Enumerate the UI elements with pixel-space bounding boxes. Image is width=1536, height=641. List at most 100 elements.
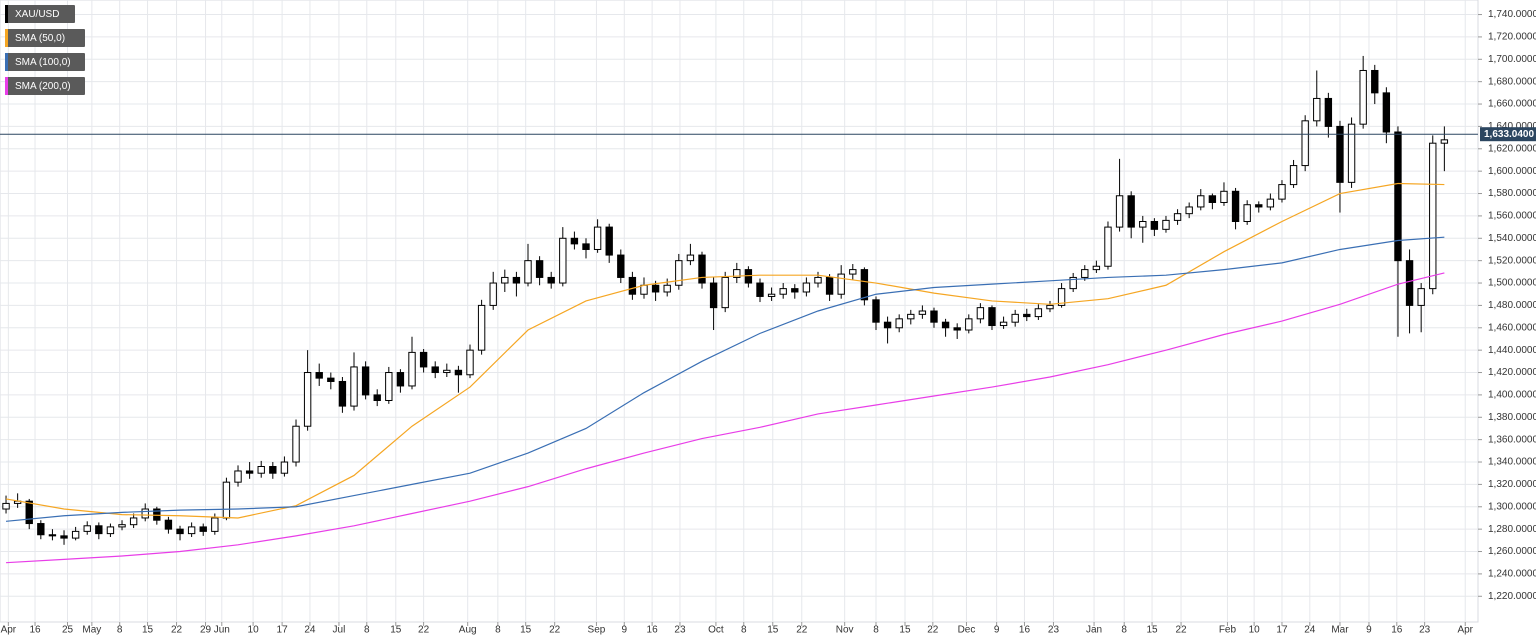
candle-body — [2, 502, 10, 510]
candle-body — [373, 394, 381, 401]
legend-box — [5, 53, 85, 71]
candle-body — [176, 528, 184, 535]
candle-body — [918, 310, 927, 315]
candle-body — [547, 276, 555, 284]
candle-body — [454, 369, 463, 376]
x-tick-label: Jun — [214, 625, 230, 636]
candle-body — [651, 284, 660, 293]
candle-body — [37, 523, 45, 536]
candle-body — [825, 276, 834, 295]
candle-body — [767, 293, 776, 297]
candle-body — [709, 282, 718, 309]
x-tick-label: 17 — [277, 625, 289, 636]
y-tick-label: 1,720.0000 — [1488, 32, 1536, 43]
candle-body — [1266, 198, 1275, 208]
candle-body — [849, 269, 857, 275]
candle-body — [860, 269, 869, 301]
x-tick-label: 16 — [647, 625, 659, 636]
candle-body — [292, 425, 300, 463]
candle-body — [1371, 69, 1379, 94]
candle-body — [791, 288, 799, 293]
candle-body — [872, 299, 880, 323]
candle-body — [1394, 131, 1402, 262]
candle-body — [1173, 213, 1182, 221]
candle-body — [350, 366, 358, 407]
x-tick-label: Apr — [1457, 625, 1473, 636]
candle-body — [222, 481, 231, 519]
candle-body — [199, 526, 207, 532]
candle-body — [1057, 288, 1066, 306]
y-tick-label: 1,600.0000 — [1488, 166, 1536, 177]
candle-body — [953, 327, 961, 331]
candle-body — [675, 260, 683, 286]
candle-body — [1243, 204, 1251, 223]
candle-body — [153, 508, 161, 521]
y-tick-label: 1,640.0000 — [1488, 121, 1536, 132]
y-tick-label: 1,540.0000 — [1488, 233, 1536, 244]
x-tick-label: 15 — [899, 625, 911, 636]
x-tick-label: 15 — [767, 625, 779, 636]
candle-body — [211, 517, 219, 532]
x-tick-label: 16 — [1019, 625, 1031, 636]
y-tick-label: 1,700.0000 — [1488, 54, 1536, 65]
x-tick-label: 17 — [1276, 625, 1288, 636]
candle-body — [721, 276, 729, 309]
candle-body — [327, 377, 335, 382]
candle-body — [431, 366, 439, 374]
candle-body — [280, 461, 289, 474]
candle-body — [1150, 221, 1159, 230]
y-tick-label: 1,740.0000 — [1488, 9, 1536, 20]
x-tick-label: Dec — [958, 625, 976, 636]
x-tick-label: 8 — [873, 625, 879, 636]
y-tick-label: 1,560.0000 — [1488, 211, 1536, 222]
candle-body — [489, 282, 497, 306]
legend-box — [5, 29, 85, 47]
candle-body — [129, 517, 138, 526]
x-tick-label: 23 — [1419, 625, 1431, 636]
y-tick-label: 1,460.0000 — [1488, 322, 1536, 333]
candle-body — [965, 318, 973, 331]
candle-body — [605, 226, 613, 256]
candle-body — [1208, 195, 1217, 203]
candle-body — [837, 273, 845, 295]
y-tick-label: 1,320.0000 — [1488, 479, 1536, 490]
candle-body — [408, 351, 416, 387]
candle-body — [269, 466, 277, 474]
candle-body — [593, 226, 602, 250]
x-tick-label: Aug — [459, 625, 477, 636]
y-tick-label: 1,280.0000 — [1488, 524, 1536, 535]
y-tick-label: 1,520.0000 — [1488, 255, 1536, 266]
x-tick-label: Jan — [1086, 625, 1102, 636]
candle-body — [48, 534, 57, 537]
legend-swatch — [5, 77, 8, 95]
candle-body — [1359, 69, 1367, 125]
candle-body — [628, 276, 637, 295]
y-tick-label: 1,440.0000 — [1488, 345, 1536, 356]
candle-body — [1301, 120, 1309, 167]
candle-body — [60, 535, 68, 539]
candle-body — [106, 526, 115, 535]
candle-body — [1220, 190, 1228, 203]
candle-body — [1185, 206, 1193, 215]
legend-label: SMA (100,0) — [15, 57, 71, 68]
x-tick-label: 16 — [29, 625, 41, 636]
candle-body — [25, 500, 33, 525]
candle-body — [1417, 288, 1425, 306]
candle-body — [1011, 313, 1019, 323]
candle-body — [617, 254, 625, 278]
x-tick-label: Mar — [1331, 625, 1349, 636]
candle-body — [385, 372, 393, 401]
x-tick-label: Feb — [1219, 625, 1237, 636]
x-tick-label: 22 — [927, 625, 939, 636]
sma-line — [5, 272, 1445, 564]
candle-body — [988, 307, 996, 327]
candle-body — [466, 349, 474, 376]
candle-body — [582, 243, 590, 250]
candle-body — [141, 508, 149, 519]
candle-body — [1034, 308, 1043, 318]
candle-body — [1231, 190, 1240, 223]
x-tick-label: 22 — [418, 625, 430, 636]
candle-body — [361, 366, 370, 396]
candle-body — [396, 372, 405, 387]
